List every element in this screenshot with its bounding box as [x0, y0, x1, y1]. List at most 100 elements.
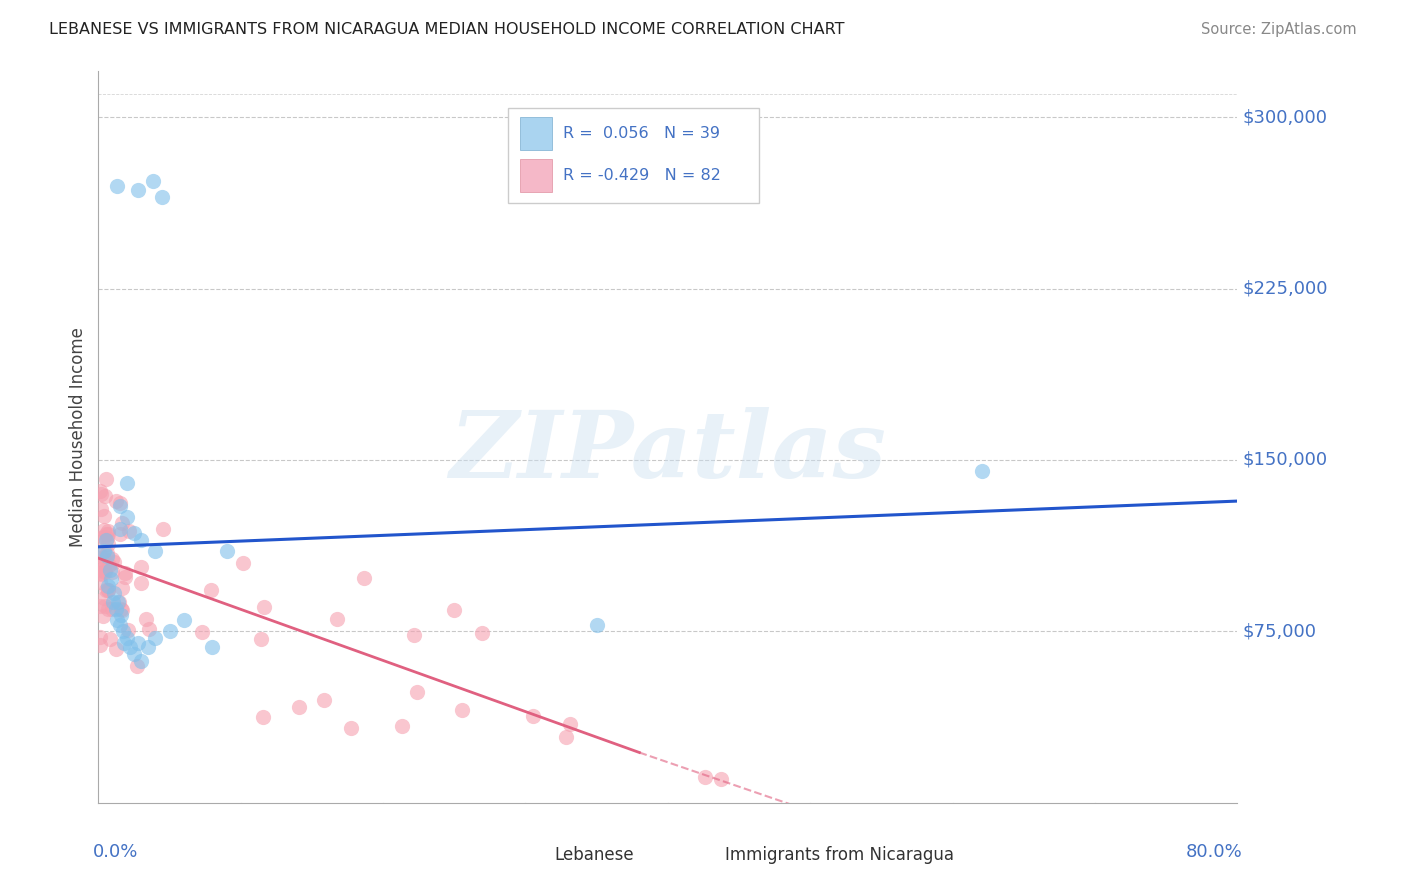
Point [114, 570, 136, 584]
Point [93, 564, 115, 578]
Text: $75,000: $75,000 [1243, 623, 1317, 640]
Text: R =  0.056   N = 39: R = 0.056 N = 39 [562, 126, 720, 141]
Point [97, 583, 120, 598]
Point [353, 571, 375, 585]
Point [108, 521, 131, 535]
Point [118, 524, 141, 538]
Point [136, 640, 159, 655]
Point [101, 601, 124, 615]
Text: $150,000: $150,000 [1243, 451, 1329, 469]
Point [117, 624, 139, 638]
Point [100, 552, 122, 566]
Text: 0.0%: 0.0% [93, 843, 138, 861]
Point [249, 632, 271, 646]
Point [108, 617, 131, 632]
Point [93, 544, 115, 558]
FancyBboxPatch shape [509, 108, 759, 203]
Point [94, 582, 117, 597]
Point [127, 183, 149, 197]
Point [89, 531, 111, 545]
Point [129, 654, 152, 668]
Point [97, 524, 120, 538]
Text: Immigrants from Nicaragua: Immigrants from Nicaragua [725, 846, 953, 863]
Point [145, 632, 167, 646]
Point [145, 544, 167, 558]
Point [97, 579, 120, 593]
Point [287, 699, 309, 714]
Point [190, 625, 212, 640]
Point [91, 549, 114, 564]
Y-axis label: Median Household Income: Median Household Income [69, 327, 87, 547]
Point [89, 566, 111, 580]
Point [108, 499, 131, 513]
Point [115, 632, 138, 646]
Point [110, 608, 132, 623]
Point [96, 549, 118, 563]
Point [107, 594, 129, 608]
Text: Source: ZipAtlas.com: Source: ZipAtlas.com [1201, 22, 1357, 37]
Point [98, 563, 121, 577]
Point [129, 533, 152, 547]
Point [93, 529, 115, 543]
Point [103, 585, 125, 599]
Point [114, 566, 136, 581]
Point [560, 717, 582, 731]
Point [972, 464, 994, 478]
Point [105, 642, 128, 657]
Point [96, 472, 118, 486]
Point [103, 555, 125, 569]
Point [93, 591, 115, 606]
Point [105, 613, 128, 627]
Point [232, 556, 254, 570]
Point [97, 527, 120, 541]
Text: $225,000: $225,000 [1243, 279, 1329, 298]
Point [125, 658, 148, 673]
Point [90, 487, 112, 501]
Bar [520, 117, 551, 150]
Point [97, 583, 120, 598]
Point [122, 647, 145, 661]
Point [111, 603, 134, 617]
Point [159, 624, 181, 639]
Point [471, 626, 494, 640]
Point [112, 636, 135, 650]
Point [135, 612, 157, 626]
Point [391, 718, 413, 732]
Text: 80.0%: 80.0% [1187, 843, 1243, 861]
Point [90, 558, 112, 572]
Point [90, 502, 112, 516]
Point [101, 565, 124, 579]
Point [111, 624, 134, 639]
Point [97, 602, 120, 616]
Point [94, 565, 117, 579]
Point [252, 710, 274, 724]
Point [89, 630, 111, 644]
Point [89, 599, 111, 613]
Point [555, 730, 578, 744]
Point [89, 575, 111, 590]
Point [89, 548, 111, 562]
Point [405, 685, 427, 699]
Point [131, 576, 153, 591]
Point [129, 560, 152, 574]
Point [93, 523, 115, 537]
Point [108, 527, 131, 541]
Point [115, 510, 138, 524]
Point [127, 636, 149, 650]
Point [201, 640, 224, 655]
Point [585, 617, 607, 632]
Point [522, 708, 544, 723]
Point [96, 546, 118, 560]
Point [105, 178, 128, 193]
Point [118, 640, 141, 655]
Point [94, 599, 117, 613]
Point [90, 566, 112, 581]
Point [97, 558, 120, 573]
Point [312, 693, 335, 707]
Point [90, 560, 112, 574]
Text: ZIPatlas: ZIPatlas [450, 407, 886, 497]
Point [94, 533, 117, 547]
Point [326, 612, 349, 626]
Point [104, 601, 127, 615]
Point [104, 494, 127, 508]
